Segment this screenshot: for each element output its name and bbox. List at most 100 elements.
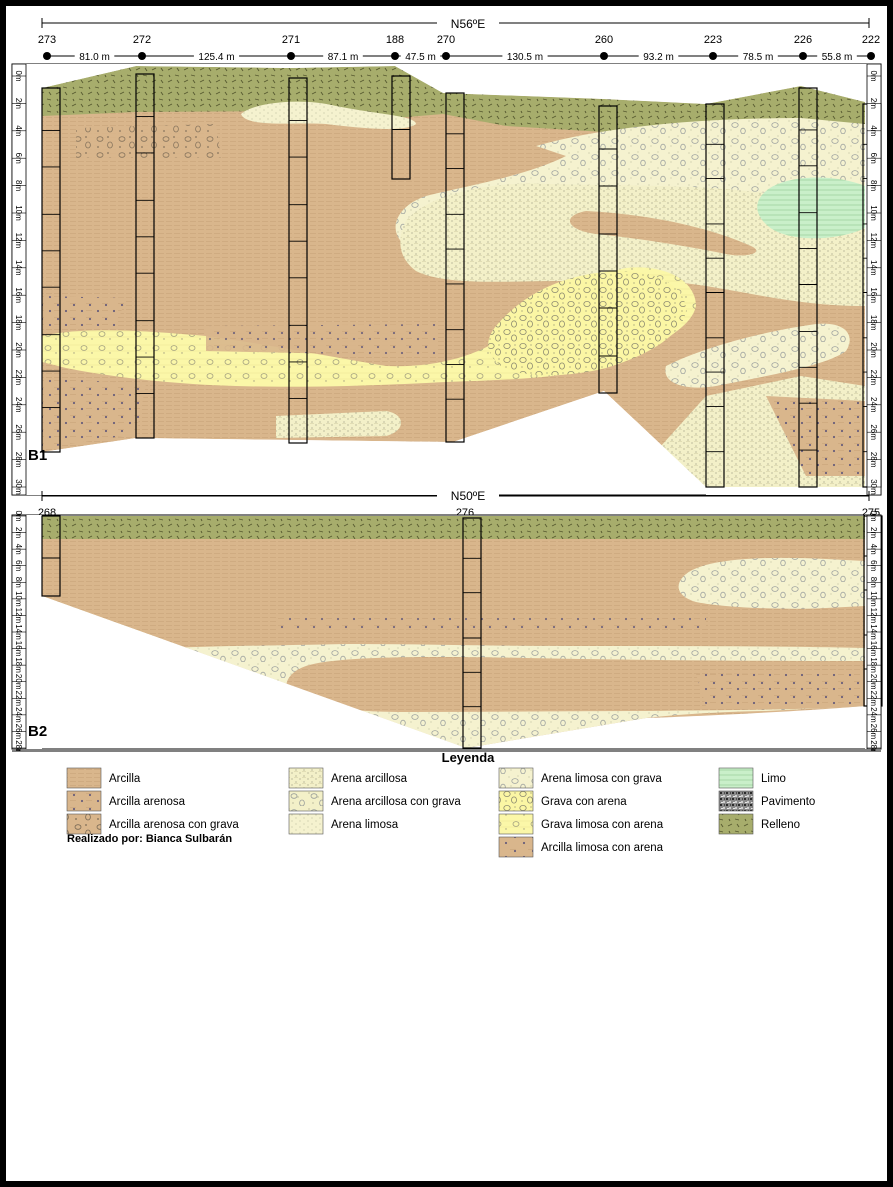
- legend-label: Arcilla limosa con arena: [541, 842, 664, 854]
- depth-label: 22m: [869, 370, 878, 386]
- depth-label: 12m: [14, 233, 23, 249]
- depth-label: 24m: [869, 397, 878, 413]
- depth-label: 26m: [14, 424, 23, 440]
- depth-label: 2m: [869, 98, 878, 109]
- well-id: 270: [437, 34, 455, 46]
- section-b1: N56ºE 273 272 271 188 270 260 223 226 222 81.0 m 1…: [11, 15, 882, 496]
- well-marker: [138, 52, 146, 60]
- b1-blank-area: [12, 391, 706, 495]
- distance-label: 87.1 m: [328, 52, 359, 63]
- borehole-column: [705, 103, 725, 488]
- borehole-column: [598, 105, 618, 394]
- legend-label: Arena limosa: [331, 819, 399, 831]
- depth-label: 0m: [14, 70, 23, 81]
- section-b1-label: B1: [28, 447, 47, 464]
- distance-label: 93.2 m: [643, 52, 674, 63]
- section-b2-strata: [12, 515, 881, 749]
- depth-label: 24m: [869, 707, 878, 723]
- section-b1-strata: [12, 64, 881, 495]
- legend-label: Arena limosa con grava: [541, 773, 662, 785]
- well-marker: [867, 52, 875, 60]
- b1-layer-relleno: [42, 66, 865, 132]
- borehole-column: [288, 77, 308, 444]
- b1-layer-limo: [757, 177, 881, 239]
- depth-label: 10m: [869, 205, 878, 221]
- depth-label: 0m: [869, 70, 878, 81]
- well-id: 271: [282, 34, 300, 46]
- b1-layer-arcilla-arenosa-right: [766, 396, 865, 476]
- legend-items: Arcilla Arcilla arenosa Arcilla arenosa co…: [66, 767, 815, 858]
- b1-layer-arcilla-arenosa-mid: [206, 324, 436, 356]
- legend-swatch: [718, 790, 754, 812]
- b1-layer-arcilla-grava: [76, 124, 221, 158]
- depth-label: 16m: [869, 287, 878, 303]
- section-b2: N50ºE 268276275126.5 m121.5 m 0m2m4m6m8m…: [11, 488, 883, 756]
- distance-label: 130.5 m: [507, 52, 543, 63]
- depth-label: 18m: [869, 315, 878, 331]
- b2-layer-relleno: [42, 516, 865, 539]
- b2-layer-arcilla-arenosa-right: [696, 672, 865, 706]
- distance-label: 55.8 m: [822, 52, 853, 63]
- b2-layer-arena-lens-top: [678, 557, 865, 609]
- legend-swatch: [66, 767, 102, 789]
- depth-label: 20m: [869, 674, 878, 690]
- depth-label: 0m: [869, 510, 878, 521]
- b1-layer-arena-arcillosa: [400, 183, 865, 306]
- depth-label: 2m: [14, 98, 23, 109]
- depth-label: 14m: [14, 624, 23, 640]
- credit-text: Realizado por: Bianca Sulbarán: [67, 833, 232, 845]
- well-marker: [442, 52, 450, 60]
- legend-item: Arcilla limosa con arena: [498, 836, 664, 858]
- depth-label: 24m: [14, 397, 23, 413]
- depth-label: 28m: [14, 452, 23, 468]
- depth-label: 16m: [14, 641, 23, 657]
- depth-label: 22m: [14, 691, 23, 707]
- depth-label: 12m: [869, 608, 878, 624]
- distance-label: 47.5 m: [405, 52, 436, 63]
- b1-blank-sky: [12, 64, 881, 104]
- b1-layer-arena-lens-top: [241, 101, 416, 129]
- depth-label: 2m: [14, 527, 23, 538]
- section-b1-depth-scales: 0m 2m 4m 6m 8m 10m 12m 14m 16m 18m 20m 22m 24m 26m 28m…: [11, 63, 882, 496]
- depth-label: 4m: [869, 544, 878, 555]
- depth-label: 6m: [869, 153, 878, 164]
- legend-label: Grava con arena: [541, 796, 627, 808]
- depth-label: 12m: [14, 608, 23, 624]
- depth-label: 22m: [869, 691, 878, 707]
- depth-label: 26m: [869, 724, 878, 740]
- borehole-column: [135, 73, 155, 439]
- depth-label: 8m: [869, 180, 878, 191]
- depth-label: 30m: [869, 479, 878, 495]
- legend-swatch: [288, 813, 324, 835]
- section-b1-direction: N56ºE: [451, 17, 485, 31]
- legend-item: Relleno: [718, 813, 800, 835]
- depth-label: 28m: [14, 740, 23, 756]
- well-marker: [709, 52, 717, 60]
- depth-label: 20m: [869, 342, 878, 358]
- depth-label: 20m: [14, 342, 23, 358]
- legend-label: Arcilla arenosa con grava: [109, 819, 239, 831]
- depth-label: 2m: [869, 527, 878, 538]
- section-b2-direction: N50ºE: [451, 489, 485, 503]
- legend-item: Arcilla arenosa: [66, 790, 186, 812]
- depth-label: 8m: [14, 180, 23, 191]
- legend-title: Leyenda: [442, 750, 496, 765]
- depth-label: 4m: [869, 125, 878, 136]
- legend-item: Limo: [718, 767, 786, 789]
- legend-label: Arena arcillosa con grava: [331, 796, 461, 808]
- depth-label: 0m: [14, 510, 23, 521]
- legend-swatch: [718, 813, 754, 835]
- depth-label: 14m: [869, 260, 878, 276]
- well-id: 222: [862, 34, 880, 46]
- section-b2-depth-scales: 0m2m4m6m8m10m12m14m16m18m20m22m24m26m28m…: [11, 510, 882, 756]
- legend-item: Arena arcillosa con grava: [288, 790, 461, 812]
- depth-label: 4m: [14, 544, 23, 555]
- depth-label: 4m: [14, 125, 23, 136]
- well-id: 223: [704, 34, 722, 46]
- depth-label: 14m: [14, 260, 23, 276]
- well-marker: [799, 52, 807, 60]
- b1-layer-grava-arena: [488, 270, 686, 376]
- depth-label: 20m: [14, 674, 23, 690]
- legend-label: Pavimento: [761, 796, 815, 808]
- legend-label: Relleno: [761, 819, 800, 831]
